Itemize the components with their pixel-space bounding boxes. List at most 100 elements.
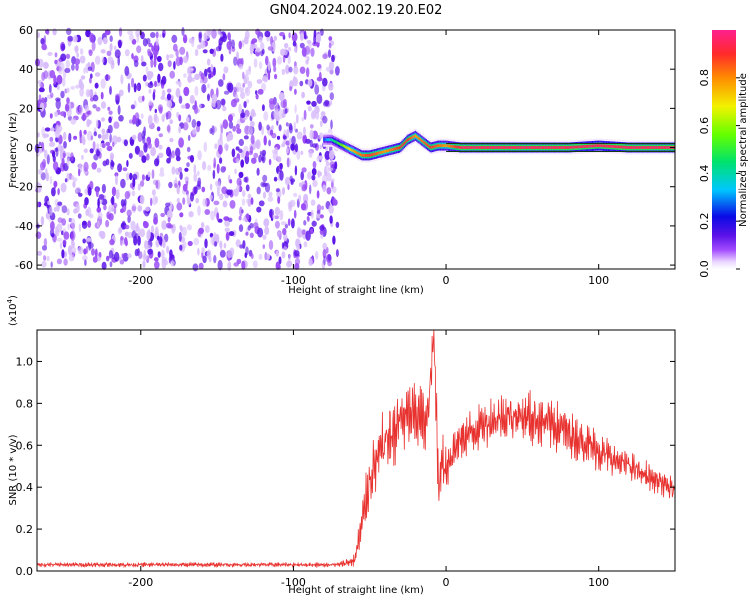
signal-band-core <box>472 146 474 149</box>
spectrogram-noise-cell <box>253 58 258 68</box>
spectrogram-noise-cell <box>335 249 339 258</box>
signal-band-core <box>522 146 524 149</box>
signal-band-core <box>591 144 594 148</box>
spectrogram-noise-cell <box>287 47 292 52</box>
signal-band-core <box>660 146 662 149</box>
spectrogram-noise-cell <box>187 134 191 141</box>
spectrogram-noise-cell <box>329 100 333 106</box>
spectrogram-noise-cell <box>241 39 245 47</box>
spectrogram-noise-cell <box>266 253 270 260</box>
spectrogram-noise-cell <box>329 150 335 160</box>
snr-xtick-label: 0 <box>443 576 450 589</box>
spectrogram-noise-cell <box>301 229 306 235</box>
spectrogram-noise-cell <box>287 184 290 191</box>
spectrogram-noise-cell <box>113 45 117 51</box>
spectrogram-noise-cell <box>59 242 63 250</box>
spectrogram-noise-cell <box>264 226 270 236</box>
spectrogram-noise-cell <box>100 49 106 54</box>
signal-band-core <box>654 146 656 149</box>
spectrogram-noise-cell <box>61 77 66 87</box>
spectrogram-noise-cell <box>216 212 220 221</box>
spectrogram-noise-cell <box>81 154 84 160</box>
signal-band-core <box>340 143 342 146</box>
spectrogram-noise-cell <box>144 206 150 212</box>
signal-band-core <box>576 145 578 149</box>
spectrogram-noise-cell <box>261 104 265 112</box>
spectrogram-noise-cell <box>269 129 274 136</box>
spectrogram-noise-cell <box>162 238 166 249</box>
signal-band-core <box>427 143 429 147</box>
spectrogram-noise-cell <box>245 231 249 236</box>
spectrogram-noise-cell <box>272 214 276 219</box>
signal-band-core <box>631 146 633 149</box>
spectrogram-noise-cell <box>38 141 42 146</box>
spectrogram-noise-cell <box>126 74 131 80</box>
spectrogram-noise-cell <box>303 193 309 204</box>
signal-band-core <box>563 146 566 149</box>
spectrogram-noise-cell <box>142 74 147 82</box>
spectrogram-noise-cell <box>64 67 71 73</box>
spectrogram-noise-cell <box>316 63 322 69</box>
spectrogram-noise-cell <box>96 150 101 157</box>
signal-band-core <box>549 146 551 149</box>
spectrogram-noise-cell <box>127 30 134 35</box>
spectrogram-noise-cell <box>44 149 48 159</box>
signal-band-core <box>389 148 391 152</box>
signal-band-core <box>359 153 362 156</box>
spectrogram-noise-cell <box>150 32 156 38</box>
spectrogram-noise-cell <box>46 154 50 165</box>
spectrogram-noise-cell <box>256 79 263 84</box>
spectrogram-noise-cell <box>120 199 125 207</box>
spectrogram-noise-cell <box>243 135 249 140</box>
spectrogram-noise-cell <box>163 260 169 266</box>
signal-band-core <box>610 145 612 148</box>
spectrogram-noise-cell <box>308 258 313 267</box>
signal-band-core <box>544 146 546 149</box>
spectrogram-noise-cell <box>158 144 163 150</box>
spectrogram-noise-cell <box>118 115 124 122</box>
spectrogram-noise-cell <box>169 249 173 258</box>
snr-ytick-label: 0.2 <box>16 523 34 536</box>
signal-band-core <box>331 138 334 142</box>
spectrogram-noise-cell <box>240 91 246 99</box>
spectrogram-noise-cell <box>193 237 200 246</box>
spectrogram-noise-cell <box>310 47 315 57</box>
spectrogram-noise-cell <box>197 150 202 161</box>
spectrogram-noise-cell <box>206 58 211 66</box>
spectrogram-noise-cell <box>328 204 334 214</box>
signal-band-core <box>583 145 585 148</box>
spectrogram-noise-cell <box>157 73 161 84</box>
spectrogram-noise-cell <box>261 156 265 162</box>
signal-band-core <box>589 144 591 148</box>
colorbar-tick-label: 0.8 <box>698 69 711 87</box>
signal-band-core <box>650 146 653 149</box>
spectrogram-noise-cell <box>210 64 214 72</box>
spectrogram-noise-cell <box>331 186 337 194</box>
signal-band-core <box>407 138 410 141</box>
colorbar-tick-label: 0.2 <box>698 212 711 230</box>
spectrogram-noise-cell <box>80 75 86 80</box>
spectrogram-noise-cell <box>124 49 130 57</box>
spectrogram-noise-cell <box>179 225 183 230</box>
spectrogram-noise-cell <box>219 157 223 164</box>
spectrogram-noise-cell <box>152 195 158 206</box>
spectrogram-noise-cell <box>223 216 230 222</box>
spectrogram-noise-cell <box>95 187 99 198</box>
spectrogram-ytick-label: 60 <box>19 24 33 37</box>
spectrogram-noise-cell <box>109 152 115 161</box>
spectrogram-noise-cell <box>319 214 324 219</box>
spectrogram-noise-cell <box>134 226 138 233</box>
spectrogram-noise-cell <box>290 180 294 185</box>
signal-band-core <box>480 146 483 149</box>
signal-band-core <box>562 146 565 149</box>
signal-band-core <box>413 135 416 138</box>
spectrogram-noise-cell <box>117 163 123 173</box>
spectrogram-noise-cell <box>74 45 79 54</box>
spectrogram-noise-cell <box>215 46 222 52</box>
spectrogram-noise-cell <box>284 176 291 186</box>
spectrogram-noise-cell <box>216 181 221 191</box>
spectrogram-noise-cell <box>282 187 285 196</box>
spectrogram-noise-cell <box>195 184 202 190</box>
spectrogram-noise-cell <box>309 129 314 140</box>
spectrogram-noise-cell <box>158 62 164 72</box>
